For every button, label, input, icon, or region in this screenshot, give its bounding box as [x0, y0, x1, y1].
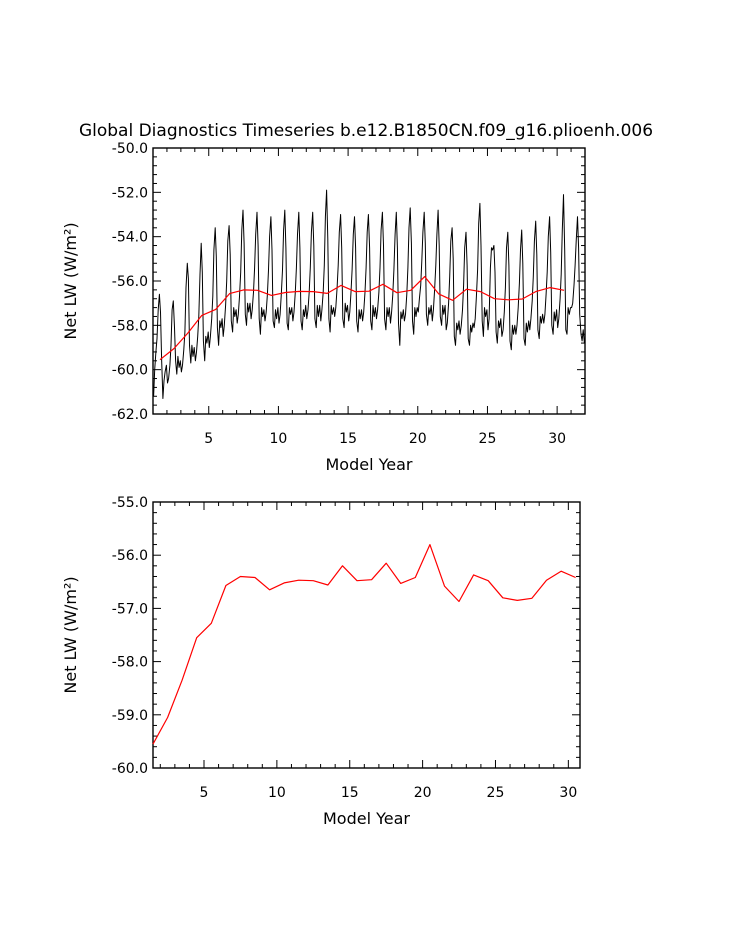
timeseries-panel: 5 10 15 20 25 30 -62.0 -60.0 -58.0 -56.0 -54.0 -52.… [61, 141, 586, 474]
x-tick-label: 20 [409, 431, 427, 447]
y-tick-label: -50.0 [112, 141, 148, 157]
x-tick-label: 5 [204, 431, 213, 447]
plot-frame [152, 147, 586, 415]
series-line-annual-mean [159, 276, 565, 361]
y-tick-label: -62.0 [112, 407, 148, 423]
y-tick-label: -57.0 [112, 601, 148, 617]
x-tick-label: 30 [548, 431, 566, 447]
x-tick-label: 5 [200, 785, 209, 801]
x-axis-label: Model Year [323, 809, 410, 828]
x-tick-label: 15 [341, 785, 359, 801]
plot-frame [152, 501, 581, 769]
y-tick-label: -56.0 [112, 274, 148, 290]
y-tick-label: -60.0 [112, 363, 148, 379]
y-axis-label: Net LW (W/m²) [61, 576, 80, 693]
x-tick-label: 25 [487, 785, 505, 801]
y-tick-label: -54.0 [112, 230, 148, 246]
x-tick-label: 10 [268, 785, 286, 801]
x-tick-label: 20 [414, 785, 432, 801]
x-tick-label: 10 [270, 431, 288, 447]
y-tick-label: -60.0 [112, 761, 148, 777]
x-axis-label: Model Year [326, 455, 413, 474]
x-tick-label: 30 [559, 785, 577, 801]
y-tick-label: -52.0 [112, 185, 148, 201]
y-axis-label: Net LW (W/m²) [61, 222, 80, 339]
y-tick-label: -55.0 [112, 495, 148, 511]
annual-mean-panel: 5 10 15 20 25 30 -60.0 -59.0 -58.0 -57.0 -56.0 -55.… [61, 495, 581, 828]
x-tick-label: 15 [339, 431, 357, 447]
y-tick-label: -59.0 [112, 708, 148, 724]
y-tick-label: -56.0 [112, 548, 148, 564]
series-line-monthly [153, 189, 585, 399]
x-tick-label: 25 [479, 431, 497, 447]
y-tick-label: -58.0 [112, 318, 148, 334]
series-line-annual-mean [152, 543, 576, 745]
y-tick-label: -58.0 [112, 655, 148, 671]
chart-title: Global Diagnostics Timeseries b.e12.B185… [79, 121, 653, 141]
